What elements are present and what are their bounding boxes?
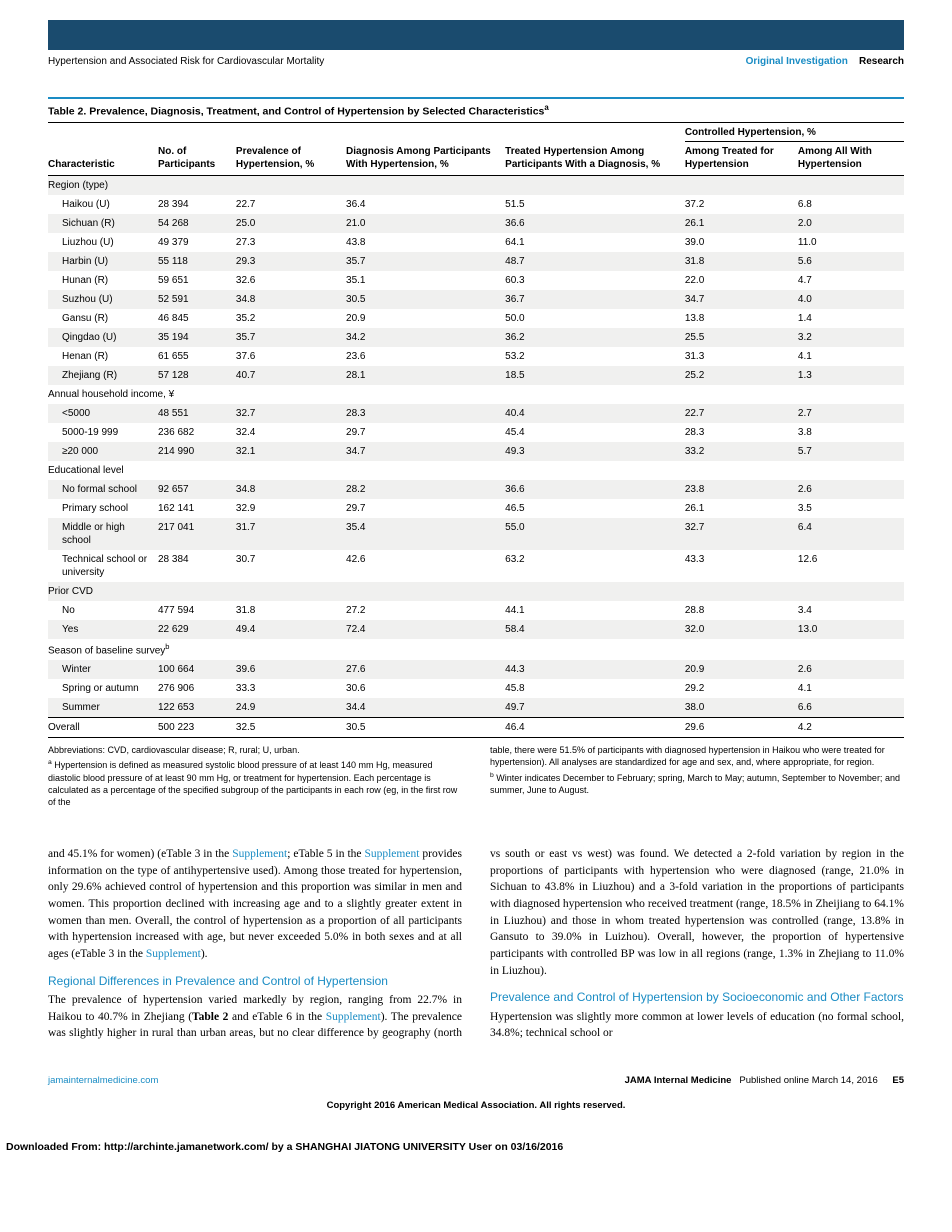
- footnote-b-text: Winter indicates December to February; s…: [490, 773, 900, 795]
- running-head-row: Hypertension and Associated Risk for Car…: [48, 56, 904, 67]
- table-footnotes: Abbreviations: CVD, cardiovascular disea…: [48, 744, 904, 810]
- table-row: 5000-19 999236 68232.429.745.428.33.8: [48, 423, 904, 442]
- table-row: Middle or high school217 04131.735.455.0…: [48, 518, 904, 550]
- supplement-link[interactable]: Supplement: [326, 1011, 381, 1023]
- table-row: Zhejiang (R)57 12840.728.118.525.21.3: [48, 366, 904, 385]
- running-head: Hypertension and Associated Risk for Car…: [48, 56, 324, 67]
- table-row: Haikou (U)28 39422.736.451.537.26.8: [48, 195, 904, 214]
- table-top-rule: [48, 97, 904, 99]
- page-footer: jamainternalmedicine.com JAMA Internal M…: [48, 1075, 904, 1086]
- col-controlled-span: Controlled Hypertension, %: [685, 123, 904, 142]
- table-row: No formal school92 65734.828.236.623.82.…: [48, 480, 904, 499]
- supplement-link[interactable]: Supplement: [364, 848, 419, 860]
- footer-pagenum: E5: [892, 1075, 904, 1086]
- table-row: No477 59431.827.244.128.83.4: [48, 601, 904, 620]
- table-row: Hunan (R)59 65132.635.160.322.04.7: [48, 271, 904, 290]
- section-label: Season of baseline surveyb: [48, 639, 904, 660]
- body-p1: and 45.1% for women) (eTable 3 in the Su…: [48, 846, 462, 963]
- section-label: Educational level: [48, 461, 904, 480]
- col-prevalence: Prevalence of Hypertension, %: [236, 123, 346, 176]
- table-row: Qingdao (U)35 19435.734.236.225.53.2: [48, 328, 904, 347]
- footer-pubdate: Published online March 14, 2016: [739, 1075, 877, 1086]
- table-row: Technical school or university28 38430.7…: [48, 550, 904, 582]
- section-label: Region (type): [48, 176, 904, 196]
- table-row: Spring or autumn276 90633.330.645.829.24…: [48, 679, 904, 698]
- table-title: Table 2. Prevalence, Diagnosis, Treatmen…: [48, 103, 904, 123]
- research-label: Research: [859, 56, 904, 67]
- subhead-regional: Regional Differences in Prevalence and C…: [48, 973, 462, 990]
- table-row-overall: Overall500 22332.530.546.429.64.2: [48, 718, 904, 738]
- table-row: Yes22 62949.472.458.432.013.0: [48, 620, 904, 639]
- copyright-line: Copyright 2016 American Medical Associat…: [48, 1100, 904, 1111]
- header-category: Original Investigation Research: [746, 56, 904, 67]
- table-row: ≥20 000214 99032.134.749.333.25.7: [48, 442, 904, 461]
- footnote-a: a Hypertension is defined as measured sy…: [48, 758, 462, 808]
- footer-url[interactable]: jamainternalmedicine.com: [48, 1075, 158, 1086]
- table-row: Harbin (U)55 11829.335.748.731.85.6: [48, 252, 904, 271]
- footnote-abbrev: Abbreviations: CVD, cardiovascular disea…: [48, 744, 462, 756]
- col-diagnosis: Diagnosis Among Participants With Hypert…: [346, 123, 505, 176]
- download-watermark: Downloaded From: http://archinte.jamanet…: [0, 1141, 952, 1153]
- section-label: Prior CVD: [48, 582, 904, 601]
- table-row: Summer122 65324.934.449.738.06.6: [48, 698, 904, 718]
- table-row: Primary school162 14132.929.746.526.13.5: [48, 499, 904, 518]
- col-characteristic: Characteristic: [48, 123, 158, 176]
- col-controlled-all: Among All With Hypertension: [798, 142, 904, 176]
- footnote-a-cont: table, there were 51.5% of participants …: [490, 744, 904, 768]
- data-table: Characteristic No. of Participants Preva…: [48, 123, 904, 739]
- table-row: Liuzhou (U)49 37927.343.864.139.011.0: [48, 233, 904, 252]
- body-p3: Hypertension was slightly more common at…: [490, 1009, 904, 1042]
- footer-citation: JAMA Internal Medicine Published online …: [625, 1075, 904, 1086]
- col-n: No. of Participants: [158, 123, 236, 176]
- table-row: Sichuan (R)54 26825.021.036.626.12.0: [48, 214, 904, 233]
- table-title-text: Table 2. Prevalence, Diagnosis, Treatmen…: [48, 106, 544, 118]
- subhead-socioeconomic: Prevalence and Control of Hypertension b…: [490, 989, 904, 1006]
- footnote-b: b Winter indicates December to February;…: [490, 771, 904, 796]
- footer-journal: JAMA Internal Medicine: [625, 1075, 732, 1086]
- table-row: Henan (R)61 65537.623.653.231.34.1: [48, 347, 904, 366]
- table-row: Winter100 66439.627.644.320.92.6: [48, 660, 904, 679]
- table-row: Suzhou (U)52 59134.830.536.734.74.0: [48, 290, 904, 309]
- original-investigation-label: Original Investigation: [746, 56, 848, 67]
- supplement-link[interactable]: Supplement: [146, 948, 201, 960]
- table-row: Gansu (R)46 84535.220.950.013.81.4: [48, 309, 904, 328]
- table-row: <500048 55132.728.340.422.72.7: [48, 404, 904, 423]
- col-controlled-treated: Among Treated for Hypertension: [685, 142, 798, 176]
- col-treated: Treated Hypertension Among Participants …: [505, 123, 685, 176]
- table-title-sup: a: [544, 103, 548, 112]
- section-label: Annual household income, ¥: [48, 385, 904, 404]
- footnote-a-text: Hypertension is defined as measured syst…: [48, 760, 457, 806]
- header-bar: [48, 20, 904, 50]
- supplement-link[interactable]: Supplement: [232, 848, 287, 860]
- article-body: and 45.1% for women) (eTable 3 in the Su…: [48, 846, 904, 1047]
